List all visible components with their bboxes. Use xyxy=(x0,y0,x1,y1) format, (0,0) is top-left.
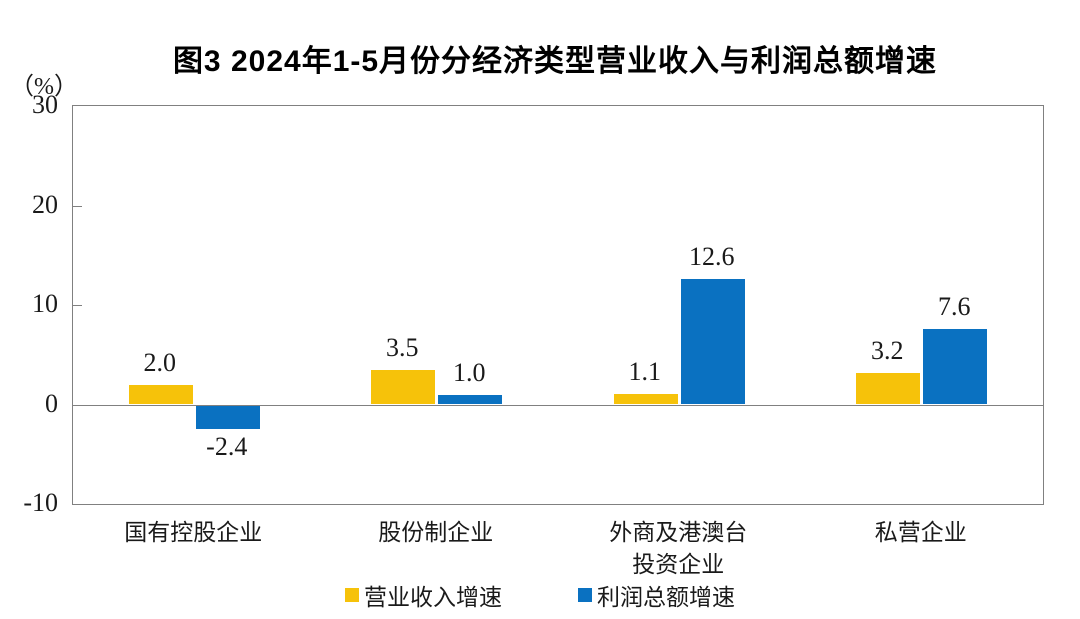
y-axis-unit-label: （%） xyxy=(10,74,78,100)
bar-利润总额增速-国有控股企业 xyxy=(195,405,260,430)
x-axis-category-label: 私营企业 xyxy=(874,520,967,545)
legend: 营业收入增速 利润总额增速 xyxy=(0,578,1080,612)
y-axis-tick-label: 10 xyxy=(32,289,58,318)
bar-value-label: 3.2 xyxy=(871,335,904,365)
plot-area xyxy=(72,105,1044,505)
bar-营业收入增速-私营企业 xyxy=(856,372,921,405)
bar-value-label: 1.0 xyxy=(453,357,486,387)
legend-item-profit: 利润总额增速 xyxy=(578,578,735,612)
chart-title: 图3 2024年1-5月份分经济类型营业收入与利润总额增速 xyxy=(172,45,938,78)
y-axis-tick-label: -10 xyxy=(23,488,58,517)
bar-利润总额增速-外商及港澳台投资企业 xyxy=(680,279,745,405)
legend-item-revenue: 营业收入增速 xyxy=(345,578,502,612)
y-axis-tick-label: 0 xyxy=(45,388,58,418)
y-axis-tick-label: 30 xyxy=(32,90,58,119)
revenue-legend-swatch-icon xyxy=(345,588,359,602)
bar-value-label: 12.6 xyxy=(689,242,735,272)
y-axis-tickmark xyxy=(73,205,82,207)
y-axis-tickmark xyxy=(73,305,82,306)
profit-legend-swatch-icon xyxy=(578,588,592,602)
legend-item-label: 营业收入增速 xyxy=(364,585,502,610)
legend-item-label: 利润总额增速 xyxy=(597,585,735,610)
bar-营业收入增速-外商及港澳台投资企业 xyxy=(613,393,678,405)
x-axis-category-label: 外商及港澳台 投资企业 xyxy=(609,520,748,577)
bar-value-label: 2.0 xyxy=(143,347,177,377)
zero-baseline xyxy=(73,404,1043,406)
bar-value-label: 1.1 xyxy=(628,356,662,386)
x-axis-category-label: 股份制企业 xyxy=(378,520,494,545)
y-axis-tick-label: 20 xyxy=(32,189,58,219)
bar-value-label: 3.5 xyxy=(386,332,419,362)
bar-value-label: 7.6 xyxy=(938,291,971,321)
bar-营业收入增速-国有控股企业 xyxy=(128,384,193,405)
bar-利润总额增速-股份制企业 xyxy=(438,394,503,405)
bar-利润总额增速-私营企业 xyxy=(923,328,988,405)
x-axis-category-label: 国有控股企业 xyxy=(124,520,263,545)
bar-value-label: -2.4 xyxy=(206,432,248,462)
bar-营业收入增速-股份制企业 xyxy=(371,369,436,405)
